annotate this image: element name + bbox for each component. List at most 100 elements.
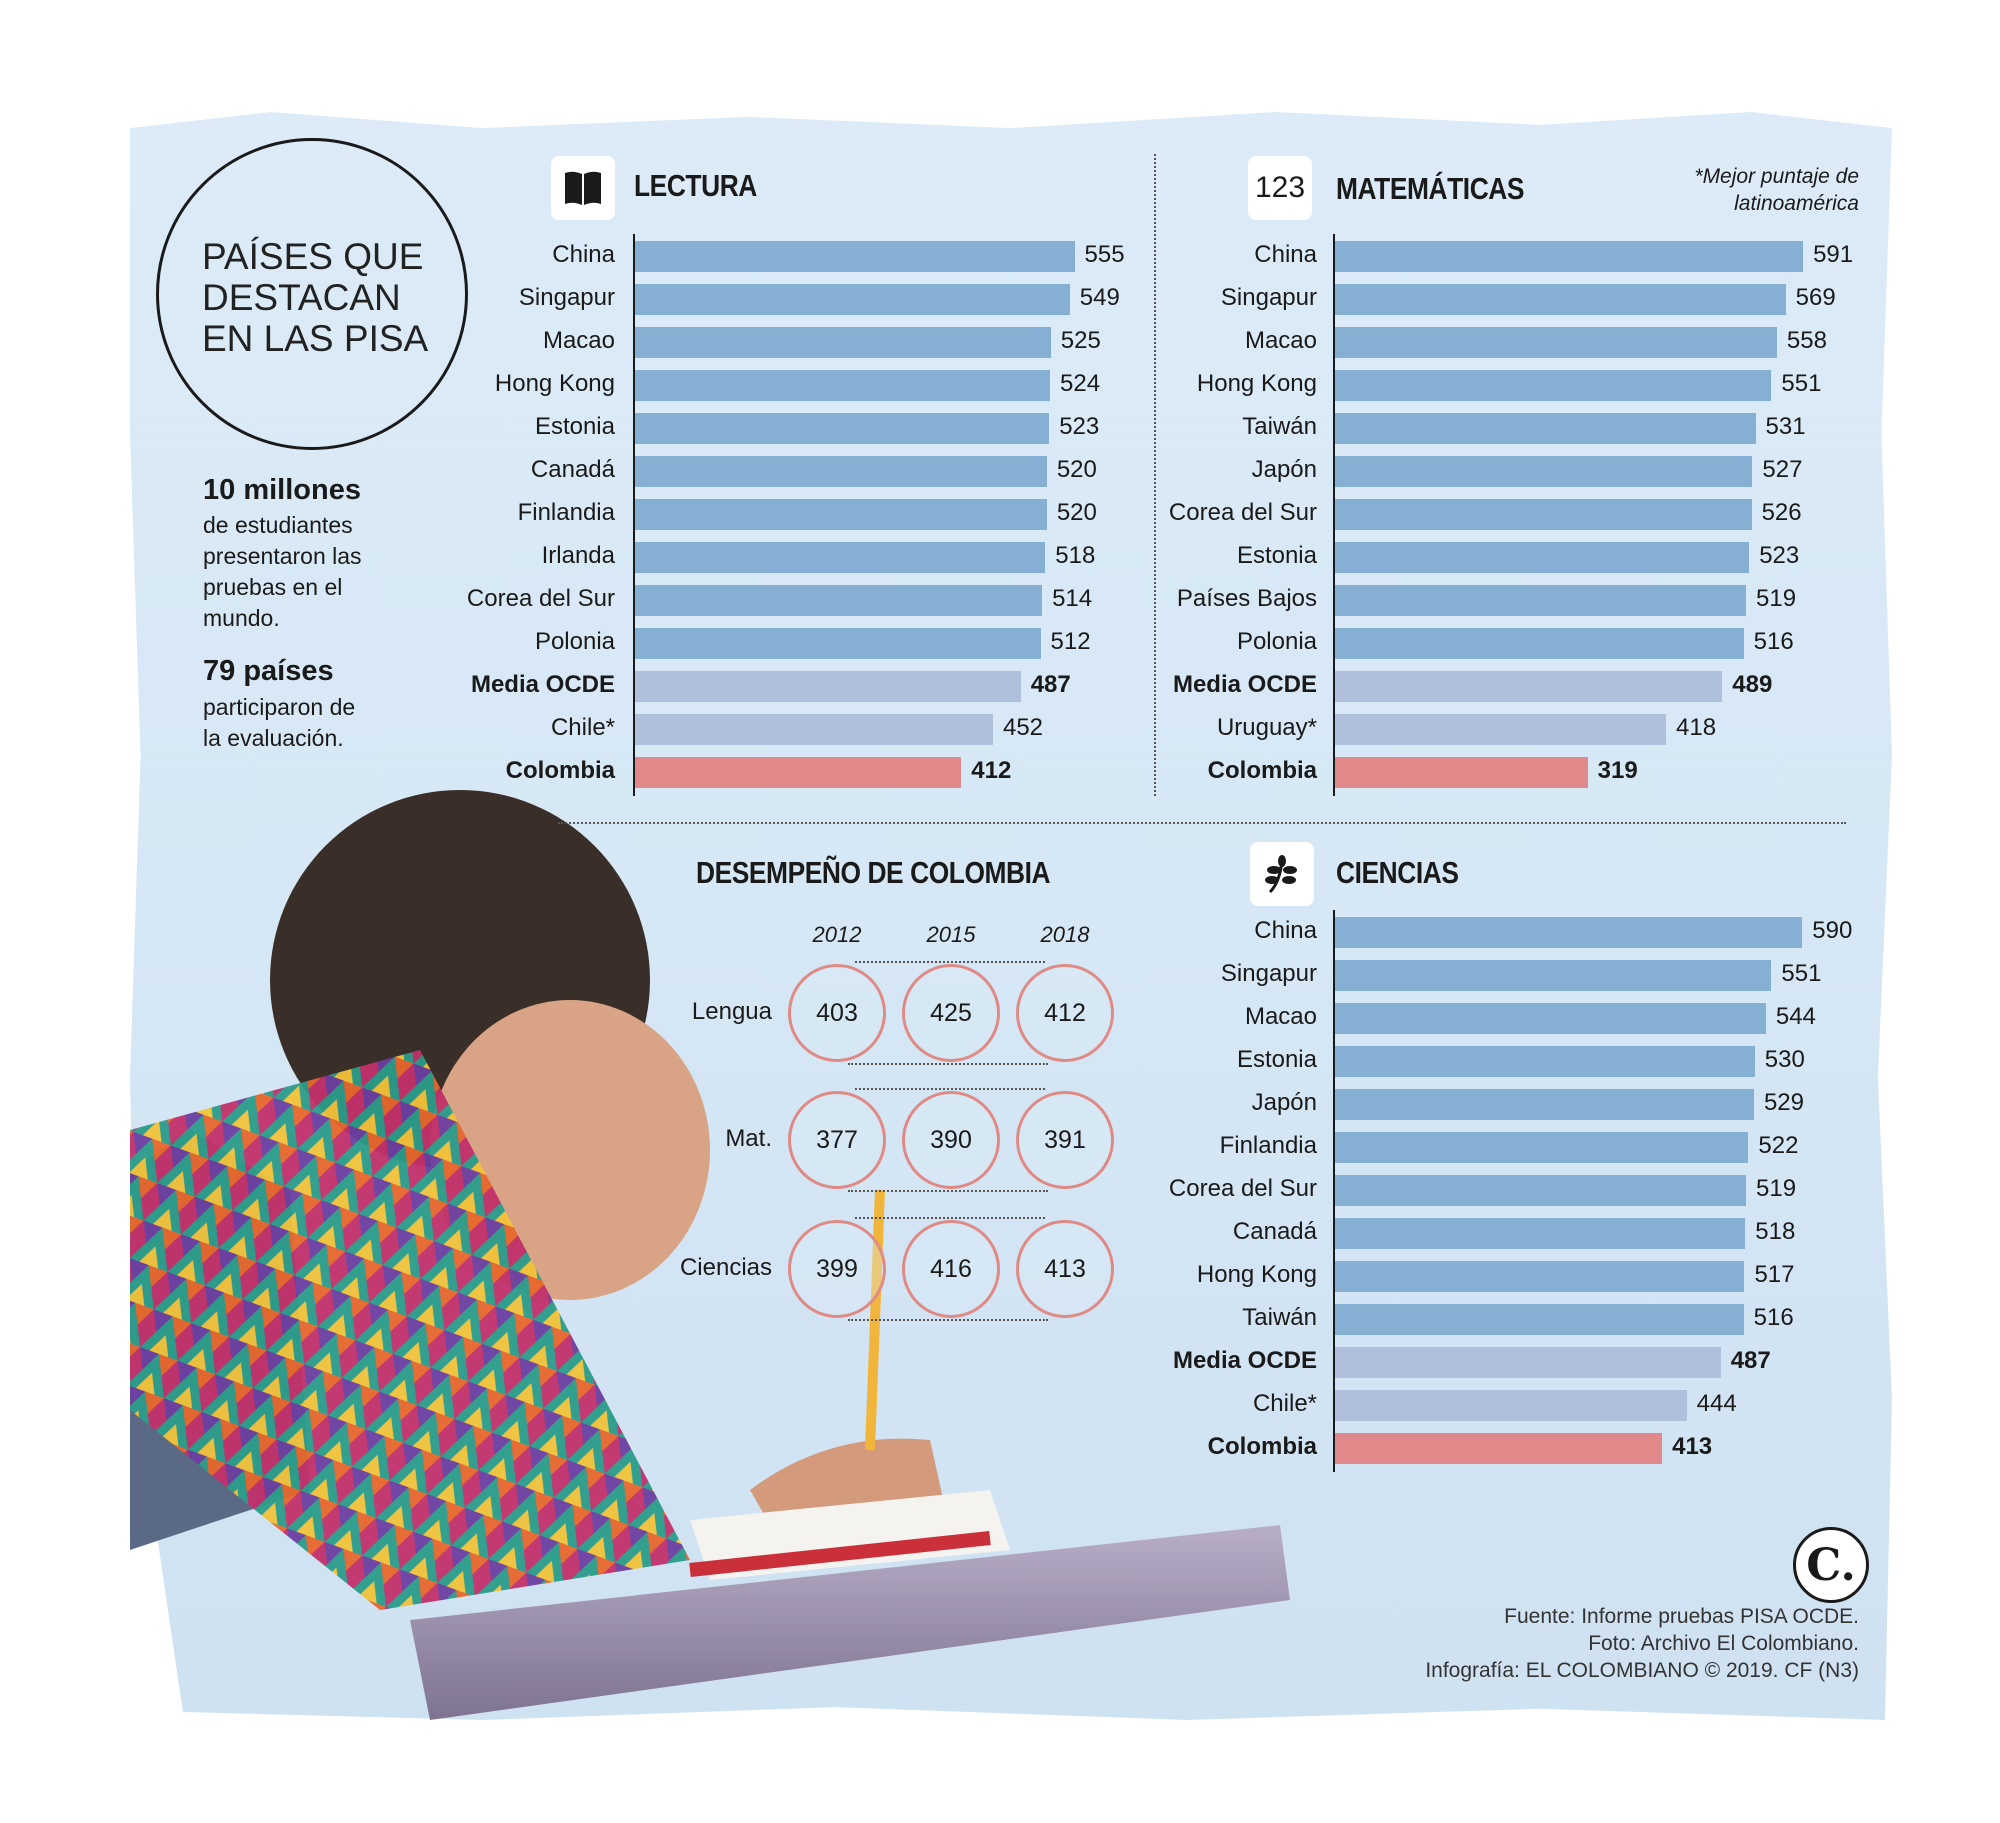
intro-title-line: EN LAS PISA [202,318,429,359]
bar-label: Corea del Sur [1168,499,1317,526]
bar-label: Estonia [534,413,615,440]
row-dotline [848,1190,1048,1192]
bar-value: 319 [1597,757,1638,784]
photo-student-writing [130,790,1290,1720]
bar-label: Finlandia [1219,1132,1317,1159]
stat-students-count: 10 millones [203,474,361,506]
bar [1335,757,1588,788]
bar-value: 522 [1758,1132,1799,1159]
bar [635,542,1046,573]
bar-label: Taiwán [1242,1304,1317,1331]
row-dotline [855,961,1045,963]
bar [1335,1433,1663,1464]
bar-label: Corea del Sur [466,585,615,612]
bar [1335,413,1756,444]
stat-line: presentaron las [203,543,362,569]
score-circle: 425 [902,964,1000,1062]
bar [1335,917,1803,948]
bar-value: 520 [1056,499,1097,526]
bar [1335,542,1750,573]
bar-label: Media OCDE [1172,671,1317,698]
bar [1335,671,1723,702]
bar-value: 418 [1676,714,1717,741]
bar-label: Singapur [1220,960,1317,987]
intro-title-line: PAÍSES QUE [202,236,424,277]
bar-value: 520 [1056,456,1097,483]
row-dotline [855,1217,1045,1219]
bar [635,585,1043,616]
bar-value: 523 [1759,542,1800,569]
bar-label: Canadá [1232,1218,1317,1245]
bar-value: 590 [1812,917,1853,944]
score-circle: 391 [1016,1091,1114,1189]
bar-value: 551 [1781,370,1822,397]
bar-value: 523 [1059,413,1100,440]
vertical-divider [1154,154,1156,796]
stat-students-text: de estudiantes presentaron las pruebas e… [203,510,403,634]
bar [1335,1046,1755,1077]
bar [635,284,1070,315]
bar-value: 524 [1060,370,1101,397]
chart-axis [633,234,635,796]
bar-value: 516 [1753,628,1794,655]
bar [1335,628,1744,659]
bar-value: 549 [1079,284,1120,311]
bar-value: 518 [1755,1218,1796,1245]
stat-line: pruebas en el [203,574,343,600]
intro-title-line: DESTACAN [202,277,401,318]
bar [1335,499,1752,530]
horizontal-divider [558,822,1846,824]
bar-value: 517 [1754,1261,1795,1288]
bar-value: 530 [1764,1046,1805,1073]
bar-label: Países Bajos [1176,585,1317,612]
bar-value: 518 [1055,542,1096,569]
bar-value: 551 [1781,960,1822,987]
bar-label: Hong Kong [1196,1261,1317,1288]
bar [1335,456,1753,487]
bar-value: 527 [1762,456,1803,483]
bar-value: 569 [1795,284,1836,311]
score-circle: 390 [902,1091,1000,1189]
bar [1335,1347,1721,1378]
bar-value: 558 [1786,327,1827,354]
score-circle: 416 [902,1220,1000,1318]
year-header: 2015 [926,922,976,947]
bar [1335,1304,1744,1335]
stat-line: la evaluación. [203,725,344,751]
bar [1335,1261,1745,1292]
subject-label: Mat. [725,1125,772,1152]
bar [1335,284,1786,315]
stat-countries-text: participaron de la evaluación. [203,692,403,754]
bar [635,241,1075,272]
bar-label: Corea del Sur [1168,1175,1317,1202]
bar [1335,1175,1747,1206]
bar-label: Canadá [530,456,615,483]
score-circle: 403 [788,964,886,1062]
bar-label: Finlandia [517,499,615,526]
bar-label: Estonia [1236,542,1317,569]
bar-label: Taiwán [1242,413,1317,440]
numbers-123-icon: 123 [1248,156,1312,220]
desempeno-title: DESEMPEÑO DE COLOMBIA [696,855,1051,890]
bar-label: Japón [1251,456,1317,483]
bar-value: 412 [971,757,1012,784]
bar-value: 519 [1756,1175,1797,1202]
bar [635,714,993,745]
bar [1335,370,1772,401]
bar-label: Media OCDE [1172,1347,1317,1374]
bar-label: Colombia [1207,757,1317,784]
bar [635,327,1051,358]
bar [635,413,1050,444]
bar [635,370,1050,401]
row-dotline [848,1319,1048,1321]
bar [635,671,1021,702]
year-header: 2018 [1040,922,1090,947]
bar-label: Chile* [550,714,615,741]
bar-label: China [1254,917,1317,944]
stat-line: de estudiantes [203,512,353,538]
bar-value: 544 [1775,1003,1816,1030]
score-circle: 413 [1016,1220,1114,1318]
bar-label: Irlanda [541,542,615,569]
bar [1335,327,1777,358]
bar-value: 519 [1756,585,1797,612]
